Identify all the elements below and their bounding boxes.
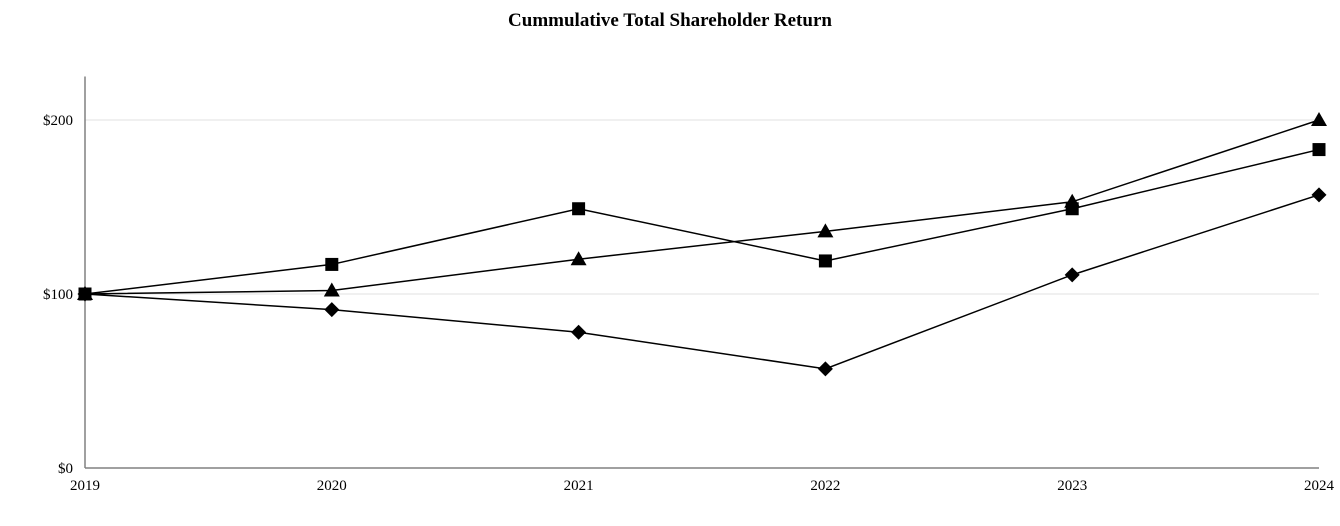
square-marker: [572, 202, 586, 216]
x-tick-label: 2024: [1304, 478, 1335, 494]
triangle-marker: [1064, 193, 1081, 208]
diamond-marker: [817, 361, 833, 377]
square-marker: [325, 257, 339, 271]
diamond-marker: [1311, 187, 1327, 203]
triangle-marker: [817, 223, 834, 238]
x-tick-label: 2019: [70, 478, 100, 494]
triangle-series-line: [84, 119, 1320, 295]
diamond-series-line: [84, 194, 1320, 370]
triangle-marker: [570, 251, 587, 266]
y-tick-label: $100: [43, 287, 73, 303]
chart-title: Cummulative Total Shareholder Return: [508, 10, 832, 31]
triangle-marker: [1311, 112, 1327, 126]
x-tick-label: 2020: [317, 478, 347, 494]
x-tick-label: 2021: [564, 478, 594, 494]
diamond-marker: [571, 324, 587, 340]
square-series-line: [84, 148, 1320, 295]
square-marker: [1312, 143, 1326, 157]
x-tick-label: 2023: [1057, 478, 1087, 494]
y-tick-label: $200: [43, 113, 73, 129]
diamond-marker: [1064, 267, 1080, 283]
triangle-marker: [323, 282, 340, 297]
y-tick-label: $0: [58, 461, 73, 477]
triangle-marker: [77, 286, 93, 300]
square-marker: [818, 254, 832, 268]
diamond-marker: [324, 302, 340, 318]
x-tick-label: 2022: [810, 478, 840, 494]
